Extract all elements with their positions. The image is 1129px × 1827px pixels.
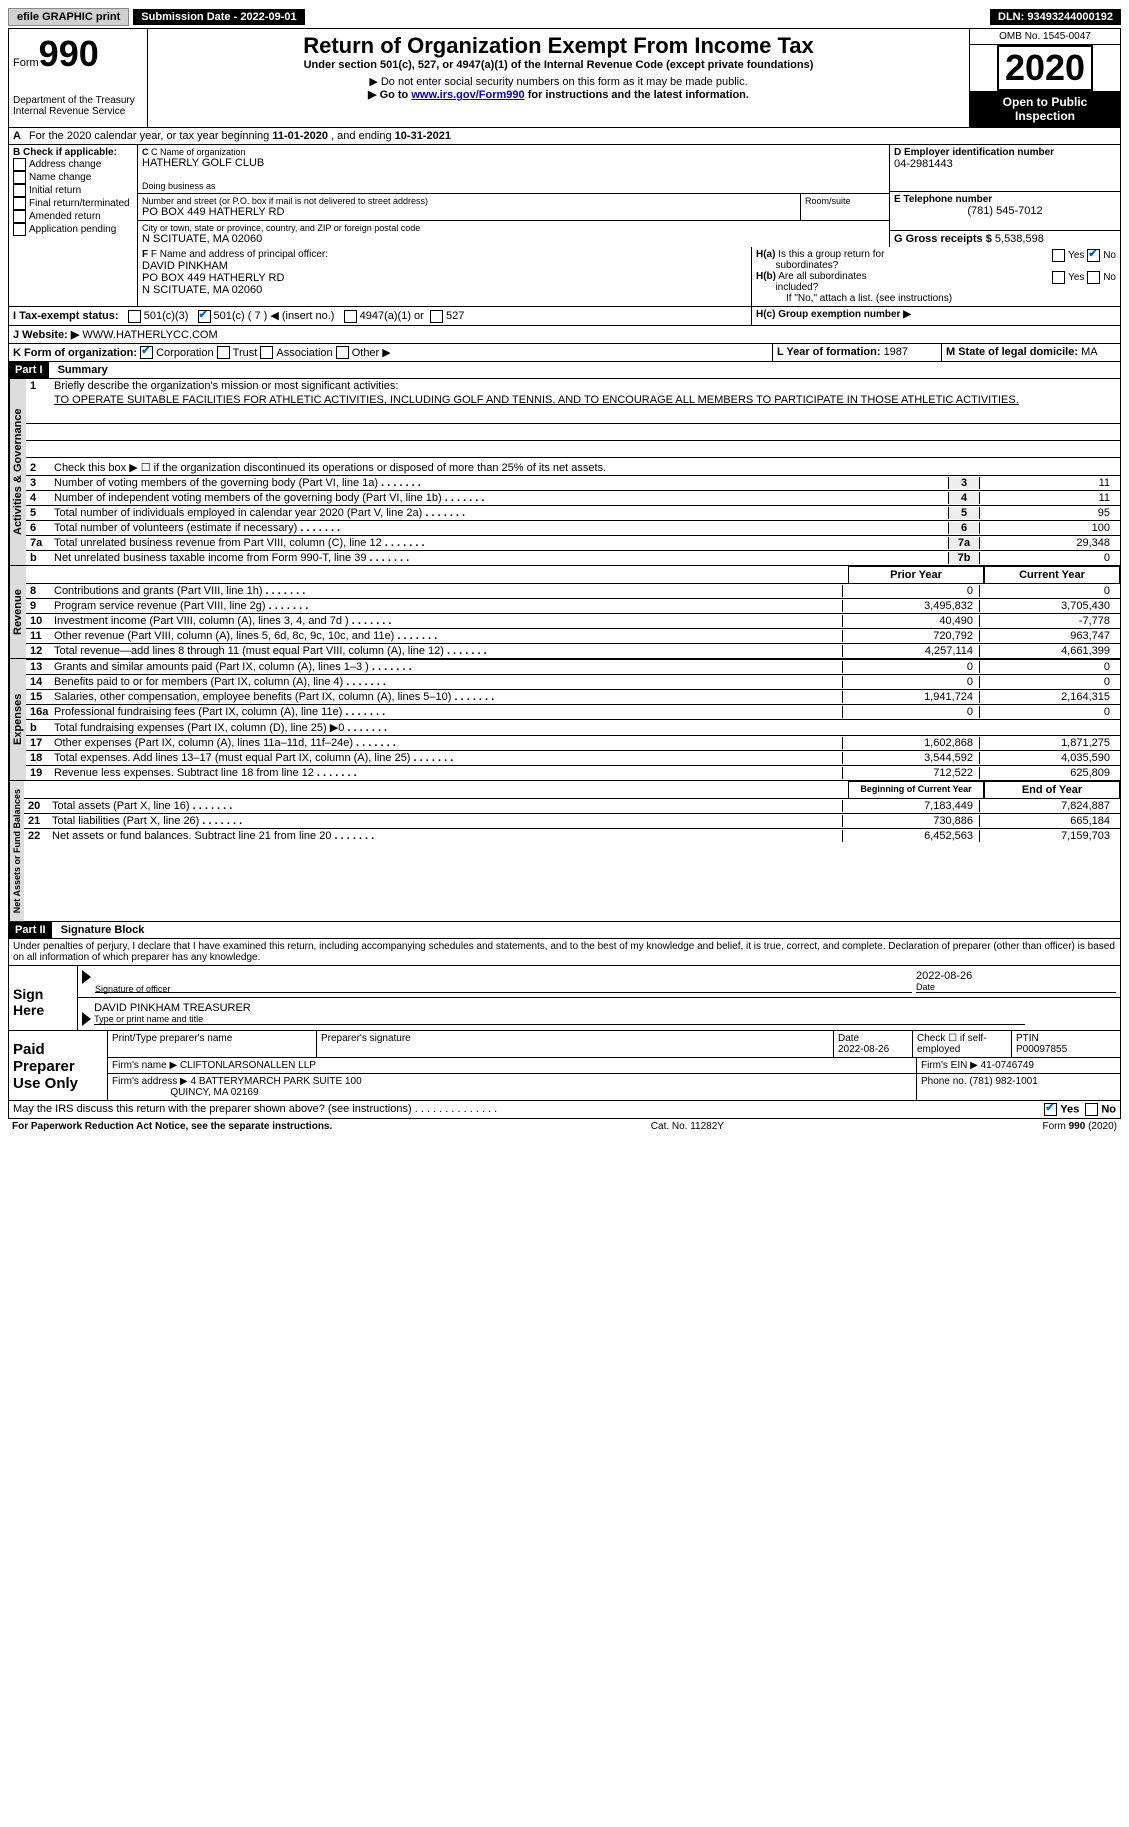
irs-label: Internal Revenue Service — [13, 106, 143, 117]
paid-preparer-block: Paid Preparer Use Only Print/Type prepar… — [9, 1031, 1120, 1101]
sign-here-block: Sign Here Signature of officer 2022-08-2… — [9, 965, 1120, 1031]
box-b: B Check if applicable: Address change Na… — [9, 145, 138, 247]
part1-header: Part I Summary — [9, 362, 1120, 379]
part2-header: Part II Signature Block — [9, 922, 1120, 939]
footer-right: Form 990 (2020) — [1043, 1121, 1117, 1132]
tax-year: 2020 — [997, 45, 1093, 91]
gov-label: Activities & Governance — [9, 379, 26, 565]
open-public: Open to Public Inspection — [970, 91, 1120, 127]
topbar: efile GRAPHIC print Submission Date - 20… — [8, 8, 1121, 26]
sig-arrow-icon — [82, 970, 91, 984]
form-title: Return of Organization Exempt From Incom… — [152, 33, 965, 59]
box-c: C C Name of organization HATHERLY GOLF C… — [138, 145, 889, 247]
exp-label: Expenses — [9, 659, 26, 780]
line-klm: K Form of organization: Corporation Trus… — [9, 344, 1120, 363]
dept-label: Department of the Treasury — [13, 95, 143, 106]
sig-arrow-icon — [82, 1012, 91, 1026]
box-deg: D Employer identification number 04-2981… — [889, 145, 1120, 247]
omb-label: OMB No. 1545-0047 — [970, 29, 1120, 45]
form-subtitle: Under section 501(c), 527, or 4947(a)(1)… — [152, 59, 965, 71]
revenue-section: Revenue Prior YearCurrent Year 8Contribu… — [9, 565, 1120, 658]
form-number: Form990 — [13, 33, 143, 75]
info-block: B Check if applicable: Address change Na… — [9, 145, 1120, 247]
note-link: ▶ Go to www.irs.gov/Form990 for instruct… — [152, 88, 965, 101]
governance-section: Activities & Governance 1Briefly describ… — [9, 379, 1120, 565]
footer: For Paperwork Reduction Act Notice, see … — [8, 1119, 1121, 1134]
line-j: J Website: ▶ WWW.HATHERLYCC.COM — [9, 326, 1120, 344]
rev-label: Revenue — [9, 566, 26, 658]
note-ssn: ▶ Do not enter social security numbers o… — [152, 75, 965, 88]
footer-mid: Cat. No. 11282Y — [651, 1121, 724, 1132]
declaration: Under penalties of perjury, I declare th… — [9, 939, 1120, 965]
irs-link[interactable]: www.irs.gov/Form990 — [411, 89, 524, 101]
line-i: I Tax-exempt status: 501(c)(3) 501(c) ( … — [9, 307, 1120, 326]
netassets-section: Net Assets or Fund Balances Beginning of… — [9, 780, 1120, 922]
form-header: Form990 Department of the Treasury Inter… — [9, 29, 1120, 128]
dln-label: DLN: 93493244000192 — [990, 9, 1121, 25]
fh-block: F F Name and address of principal office… — [9, 247, 1120, 307]
expenses-section: Expenses 13Grants and similar amounts pa… — [9, 658, 1120, 780]
box-f: F F Name and address of principal office… — [137, 247, 751, 306]
box-h: H(a) Is this a group return for subordin… — [751, 247, 1120, 306]
net-label: Net Assets or Fund Balances — [9, 781, 24, 921]
subdate-label: Submission Date - 2022-09-01 — [133, 9, 304, 25]
footer-left: For Paperwork Reduction Act Notice, see … — [12, 1121, 332, 1132]
discuss-line: May the IRS discuss this return with the… — [9, 1101, 1120, 1118]
line-a: A For the 2020 calendar year, or tax yea… — [9, 128, 1120, 145]
efile-btn[interactable]: efile GRAPHIC print — [8, 8, 129, 26]
form-container: Form990 Department of the Treasury Inter… — [8, 28, 1121, 1119]
